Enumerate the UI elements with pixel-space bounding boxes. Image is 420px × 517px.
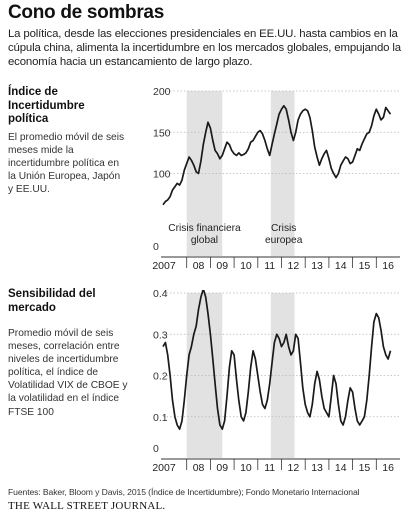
- uncertainty-section-description: El promedio móvil de seis meses mide la …: [8, 132, 125, 196]
- y-tick-label: 150: [153, 127, 171, 139]
- period-label: global: [191, 235, 218, 246]
- intro-text: La política, desde las elecciones presid…: [8, 28, 401, 69]
- sensitivity-section-title: Sensibilidad del mercado: [8, 288, 96, 314]
- page-title: Cono de sombras: [8, 2, 164, 23]
- y-tick-label: 0.1: [153, 412, 168, 424]
- publisher-logo: THE WALL STREET JOURNAL.: [8, 500, 166, 512]
- x-tick-label: 11: [264, 462, 275, 474]
- source-note: Fuentes: Baker, Bloom y Davis, 2015 (Índ…: [8, 487, 360, 497]
- x-tick-label: 09: [216, 462, 228, 474]
- y-tick-label: 0.2: [153, 371, 168, 383]
- series-line-1: [162, 290, 392, 430]
- y-tick-label: 0: [153, 443, 159, 455]
- x-tick-label: 12: [288, 462, 300, 474]
- period-label: Crisis financiera: [168, 223, 241, 234]
- x-tick-label: 16: [382, 462, 394, 474]
- series-line-1: [162, 104, 392, 206]
- x-tick-label: 15: [359, 260, 371, 272]
- x-tick-label: 14: [335, 462, 347, 474]
- y-tick-label: 0.4: [153, 290, 168, 300]
- x-tick-label: 16: [382, 260, 394, 272]
- sensitivity-section-description: Promedio móvil de seis meses, correlació…: [8, 328, 128, 418]
- x-tick-label: 08: [193, 462, 205, 474]
- x-tick-label: 12: [288, 260, 300, 272]
- y-tick-label: 200: [153, 88, 171, 98]
- x-tick-label: 14: [335, 260, 347, 272]
- y-tick-label: 0.3: [153, 329, 168, 341]
- x-tick-label: 10: [240, 462, 252, 474]
- x-tick-label: 2007: [152, 462, 176, 474]
- y-tick-label: 0: [153, 241, 159, 253]
- market-sensitivity-chart: 0 0.1 0.2 0.3 0.4 2007 08 09 10 11 12 13 14 15 16: [152, 290, 400, 474]
- x-tick-label: 13: [311, 462, 323, 474]
- x-tick-label: 13: [311, 260, 323, 272]
- uncertainty-section-title: Índice de Incertidumbre política: [8, 86, 85, 125]
- y-tick-label: 100: [153, 169, 171, 181]
- x-tick-label: 09: [216, 260, 228, 272]
- period-label: europea: [265, 235, 303, 246]
- x-tick-label: 2007: [152, 260, 176, 272]
- x-tick-label: 08: [193, 260, 205, 272]
- x-tick-label: 15: [359, 462, 371, 474]
- x-tick-label: 11: [264, 260, 275, 272]
- period-label: Crisis: [271, 223, 296, 234]
- x-tick-label: 10: [240, 260, 252, 272]
